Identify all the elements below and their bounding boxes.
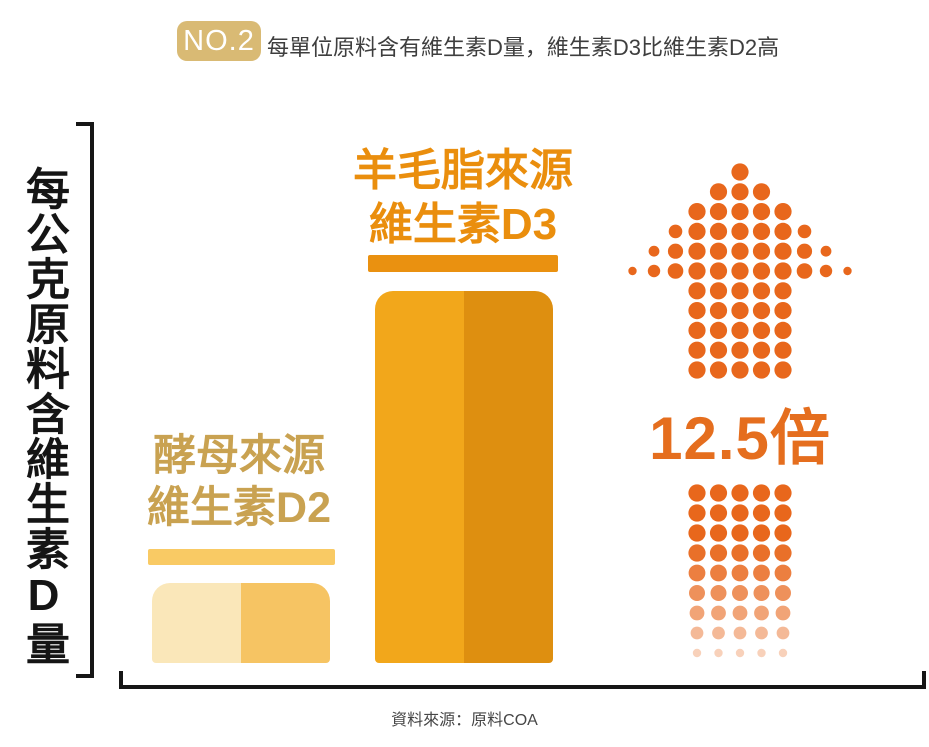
number-badge: NO.2 — [177, 21, 261, 61]
y-axis-label: 每公克原料含維生素D量 — [19, 166, 68, 666]
bar-label-d3-line2: 維生素D3 — [368, 199, 558, 249]
y-axis-line — [76, 122, 94, 678]
x-axis-line — [119, 671, 926, 689]
arrow-tail-dots-icon — [688, 484, 792, 658]
bar-label-d2: 酵母來源 維生素D2 — [130, 430, 348, 535]
bar-d3 — [375, 291, 553, 663]
bar-label-d2-line2: 維生素D2 — [147, 484, 331, 533]
bar-underline-d2 — [148, 549, 335, 565]
bar-label-d2-line1: 酵母來源 — [153, 432, 325, 480]
page-title: 每單位原料含有維生素D量，維生素D3比維生素D2高 — [267, 35, 780, 60]
bar-label-d3: 羊毛脂來源 維生素D3 — [340, 144, 586, 251]
source-note: 資料來源：原料COA — [391, 712, 538, 729]
multiplier-text: 12.5倍 — [649, 405, 831, 472]
bar-d2 — [152, 583, 330, 663]
bar-label-d3-line1: 羊毛脂來源 — [353, 146, 573, 195]
up-arrow-dots-icon — [628, 163, 852, 379]
bar-underline-d3 — [368, 255, 558, 272]
